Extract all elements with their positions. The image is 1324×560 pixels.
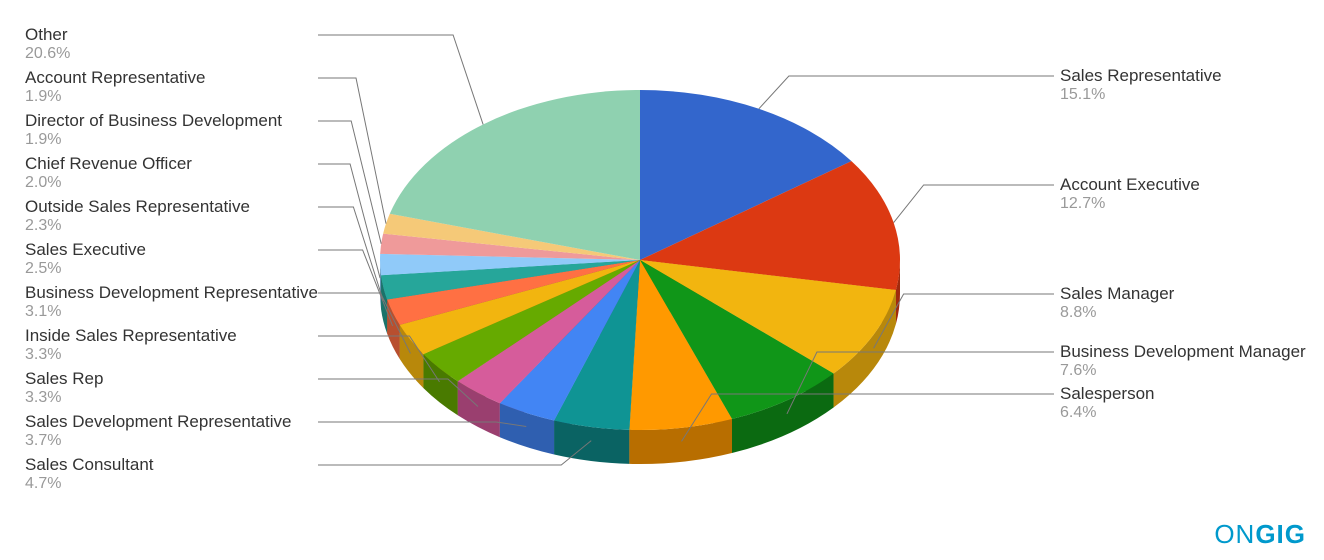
slice-label: Account Executive12.7%: [1060, 175, 1200, 213]
slice-label-pct: 3.3%: [25, 346, 237, 364]
slice-label: Salesperson6.4%: [1060, 384, 1155, 422]
slice-label: Business Development Manager7.6%: [1060, 342, 1306, 380]
slice-label-pct: 3.3%: [25, 389, 103, 407]
slice-label: Chief Revenue Officer2.0%: [25, 154, 192, 192]
slice-label: Sales Representative15.1%: [1060, 66, 1222, 104]
slice-label-name: Business Development Representative: [25, 283, 318, 303]
slice-label: Sales Executive2.5%: [25, 240, 146, 278]
logo-thin: ON: [1214, 519, 1255, 549]
slice-label-name: Sales Executive: [25, 240, 146, 260]
slice-label: Other20.6%: [25, 25, 70, 63]
slice-label-name: Sales Consultant: [25, 455, 154, 475]
slice-label-pct: 3.1%: [25, 303, 318, 321]
slice-label-name: Other: [25, 25, 70, 45]
slice-label-pct: 3.7%: [25, 432, 291, 450]
pie-chart-container: { "chart": { "type": "pie", "cx": 640, "…: [0, 0, 1324, 560]
slice-label: Sales Consultant4.7%: [25, 455, 154, 493]
slice-label-pct: 6.4%: [1060, 404, 1155, 422]
slice-label-name: Salesperson: [1060, 384, 1155, 404]
ongig-logo: ONGIG: [1214, 519, 1306, 550]
slice-label-pct: 2.5%: [25, 260, 146, 278]
logo-bold: GIG: [1255, 519, 1306, 549]
slice-label-pct: 2.3%: [25, 217, 250, 235]
slice-label: Sales Manager8.8%: [1060, 284, 1174, 322]
slice-label-name: Inside Sales Representative: [25, 326, 237, 346]
slice-label: Business Development Representative3.1%: [25, 283, 318, 321]
slice-label-pct: 12.7%: [1060, 195, 1200, 213]
slice-label-pct: 8.8%: [1060, 304, 1174, 322]
slice-label-name: Sales Development Representative: [25, 412, 291, 432]
slice-label-name: Business Development Manager: [1060, 342, 1306, 362]
slice-label-name: Account Representative: [25, 68, 206, 88]
slice-label: Director of Business Development1.9%: [25, 111, 282, 149]
slice-label-name: Director of Business Development: [25, 111, 282, 131]
slice-label-pct: 1.9%: [25, 131, 282, 149]
slice-label-name: Sales Rep: [25, 369, 103, 389]
slice-label-name: Outside Sales Representative: [25, 197, 250, 217]
slice-label: Inside Sales Representative3.3%: [25, 326, 237, 364]
slice-label-pct: 20.6%: [25, 45, 70, 63]
slice-label-name: Sales Manager: [1060, 284, 1174, 304]
slice-label: Sales Rep3.3%: [25, 369, 103, 407]
slice-label-name: Account Executive: [1060, 175, 1200, 195]
slice-label-pct: 7.6%: [1060, 362, 1306, 380]
slice-label: Outside Sales Representative2.3%: [25, 197, 250, 235]
slice-label-pct: 4.7%: [25, 475, 154, 493]
slice-label-pct: 15.1%: [1060, 86, 1222, 104]
slice-label-name: Chief Revenue Officer: [25, 154, 192, 174]
slice-label: Sales Development Representative3.7%: [25, 412, 291, 450]
slice-label-name: Sales Representative: [1060, 66, 1222, 86]
slice-label-pct: 2.0%: [25, 174, 192, 192]
slice-label: Account Representative1.9%: [25, 68, 206, 106]
slice-label-pct: 1.9%: [25, 88, 206, 106]
